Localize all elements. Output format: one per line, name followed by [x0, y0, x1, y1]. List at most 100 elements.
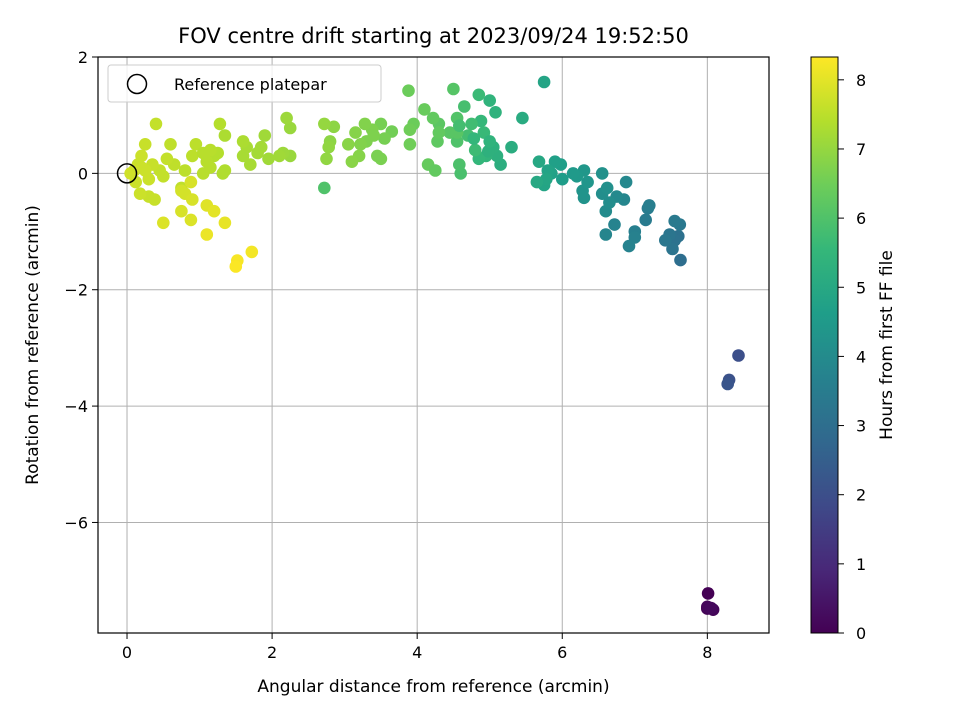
scatter-point [483, 94, 497, 107]
scatter-point [643, 199, 656, 212]
x-axis-label: Angular distance from reference (arcmin) [257, 677, 609, 697]
scatter-point [732, 349, 745, 362]
scatter-point [229, 260, 243, 273]
scatter-point [148, 193, 161, 206]
scatter-point [354, 138, 367, 151]
scatter-point [453, 158, 466, 171]
scatter-point [402, 84, 415, 97]
y-tick-label: −4 [64, 397, 88, 416]
scatter-point [595, 167, 609, 180]
scatter-point [178, 164, 192, 177]
scatter-point [204, 161, 217, 174]
scatter-point [465, 117, 478, 131]
scatter-point [371, 149, 384, 163]
legend-label: Reference platepar [174, 75, 327, 94]
y-axis-label: Rotation from reference (arcmin) [23, 205, 43, 485]
scatter-point [320, 152, 333, 166]
scatter-point [516, 111, 529, 125]
scatter-point [472, 88, 486, 102]
y-tick-label: −2 [64, 281, 88, 300]
scatter-point [378, 132, 391, 145]
x-tick-label: 8 [702, 643, 712, 662]
scatter-point [273, 149, 286, 163]
scatter-point [184, 175, 198, 189]
scatter-point [467, 132, 481, 145]
legend: Reference platepar [107, 64, 382, 103]
scatter-point [622, 239, 636, 253]
scatter-point [280, 111, 293, 125]
plot-frame [97, 56, 770, 634]
scatter-point [283, 121, 297, 135]
scatter-point [639, 213, 652, 227]
scatter-point [318, 181, 331, 195]
scatter-point [599, 228, 613, 241]
scatter-point [189, 138, 203, 151]
scatter-point [537, 75, 551, 89]
scatter-point [532, 155, 546, 168]
scatter-point [216, 167, 230, 180]
scatter-point [245, 245, 259, 259]
scatter-point [258, 129, 272, 142]
scatter-point [426, 111, 440, 125]
x-tick-label: 0 [122, 643, 132, 662]
colorbar-ticks: 0 1 2 3 4 5 6 7 8 [838, 71, 866, 643]
colorbar-tick-label: 0 [856, 624, 866, 643]
scatter-point [603, 196, 616, 209]
scatter-point [581, 175, 594, 189]
colorbar-tick-label: 2 [856, 486, 866, 505]
scatter-point [608, 218, 621, 231]
x-tick-label: 4 [412, 643, 422, 662]
scatter-point [701, 587, 715, 600]
legend-marker-open-circle [126, 73, 148, 95]
scatter-point [327, 120, 341, 134]
scatter-point [218, 216, 232, 230]
scatter-point [160, 152, 174, 166]
scatter-point [458, 100, 471, 113]
scatter-point [619, 175, 633, 189]
colorbar-label: Hours from first FF file [877, 250, 897, 440]
scatter-point [367, 129, 381, 142]
x-axis-ticks: 0 2 4 6 8 [122, 633, 712, 662]
scatter-point [175, 204, 188, 218]
scatter-point [566, 167, 580, 180]
scatter-point [349, 126, 362, 139]
scatter-point [262, 152, 275, 166]
y-tick-label: 0 [78, 164, 88, 183]
scatter-point [124, 167, 137, 180]
scatter-point [142, 172, 156, 186]
scatter-point [138, 138, 152, 151]
x-tick-label: 2 [267, 643, 277, 662]
scatter-point [345, 155, 359, 168]
scatter-point [721, 377, 734, 391]
scatter-point [668, 214, 681, 228]
colorbar-tick-label: 3 [856, 417, 866, 436]
scatter-point [236, 135, 250, 148]
y-tick-label: −6 [64, 513, 88, 532]
scatter-point [468, 143, 482, 157]
scatter-point [164, 138, 177, 151]
colorbar-tick-label: 4 [856, 347, 866, 366]
scatter-point [157, 216, 170, 230]
scatter-point [318, 117, 331, 131]
scatter-point [186, 149, 199, 163]
colorbar-gradient [811, 57, 838, 633]
colorbar-tick-label: 1 [856, 555, 866, 574]
scatter-point [196, 146, 210, 160]
scatter-point [530, 175, 544, 189]
scatter-point [200, 228, 214, 241]
scatter-point [322, 140, 336, 154]
scatter-point [666, 242, 679, 256]
colorbar: 0 1 2 3 4 5 6 7 8 Hours from first FF file [810, 56, 897, 643]
scatter-point [403, 123, 417, 136]
scatter-point [556, 172, 569, 186]
y-tick-label: 2 [78, 48, 88, 67]
scatter-point [218, 129, 232, 142]
reference-marker-layer [116, 163, 138, 184]
scatter-point [505, 140, 518, 154]
scatter-point [659, 234, 672, 247]
scatter-point [418, 103, 431, 116]
scatter-point [186, 193, 199, 206]
legend-box [107, 64, 382, 103]
y-axis-ticks: 2 0 −2 −4 −6 [64, 48, 98, 532]
